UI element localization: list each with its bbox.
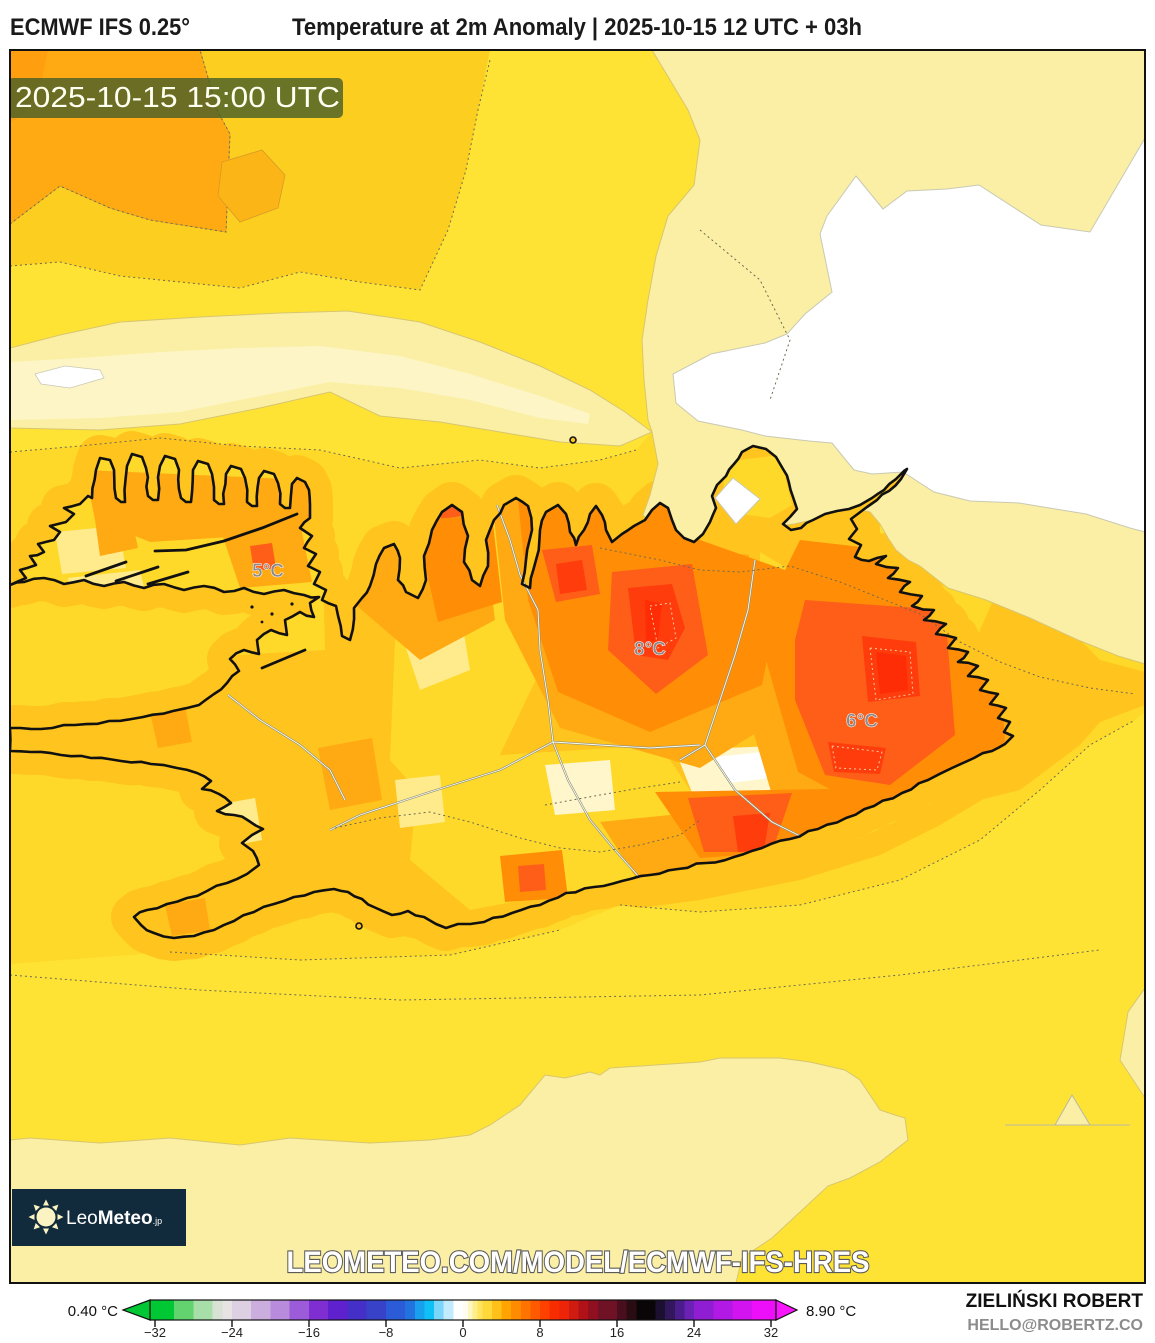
svg-text:HELLO@ROBERTZ.CO: HELLO@ROBERTZ.CO	[967, 1317, 1143, 1334]
svg-text:24: 24	[687, 1325, 701, 1338]
svg-text:ECMWF IFS 0.25°: ECMWF IFS 0.25°	[10, 14, 190, 41]
svg-text:8°C: 8°C	[634, 639, 666, 660]
svg-text:8.90 °C: 8.90 °C	[806, 1303, 856, 1320]
svg-text:0: 0	[459, 1325, 466, 1338]
svg-text:32: 32	[764, 1325, 778, 1338]
svg-text:5°C: 5°C	[252, 561, 284, 582]
svg-text:−32: −32	[144, 1325, 166, 1338]
svg-text:6°C: 6°C	[846, 711, 878, 732]
svg-text:−16: −16	[298, 1325, 320, 1338]
svg-text:LeoMeteo.jp: LeoMeteo.jp	[66, 1208, 162, 1229]
svg-text:−8: −8	[379, 1325, 394, 1338]
svg-text:ZIELIŃSKI ROBERT: ZIELIŃSKI ROBERT	[966, 1290, 1144, 1312]
svg-text:−24: −24	[221, 1325, 243, 1338]
svg-text:LEOMETEO.COM/MODEL/ECMWF-IFS-H: LEOMETEO.COM/MODEL/ECMWF-IFS-HRES	[287, 1246, 870, 1279]
svg-text:8: 8	[536, 1325, 543, 1338]
svg-text:0.40 °C: 0.40 °C	[68, 1303, 118, 1320]
svg-text:2025-10-15 15:00 UTC: 2025-10-15 15:00 UTC	[15, 82, 340, 114]
svg-text:Temperature at 2m Anomaly | 20: Temperature at 2m Anomaly | 2025-10-15 1…	[292, 14, 862, 41]
svg-text:16: 16	[610, 1325, 624, 1338]
